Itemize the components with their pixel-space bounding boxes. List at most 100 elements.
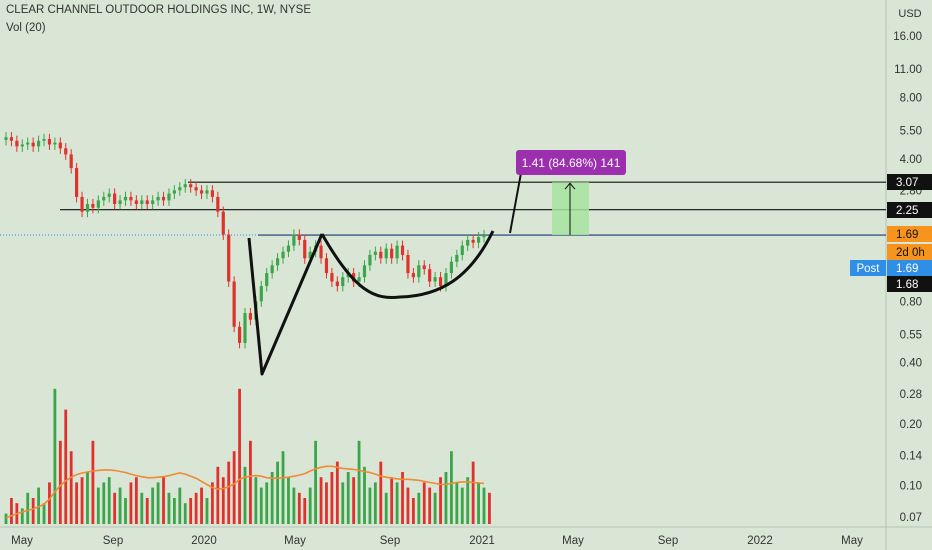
candle-body [368, 254, 372, 266]
candle-body [232, 281, 236, 327]
candle-body [275, 258, 280, 266]
y-tick-label: 4.00 [900, 154, 922, 166]
volume-bar [216, 466, 220, 524]
volume-bar [466, 477, 470, 524]
volume-bar [390, 477, 394, 524]
candle-body [42, 138, 46, 141]
candle-body [455, 254, 459, 262]
price-tag-bg [887, 226, 932, 242]
currency-label: USD [898, 8, 921, 20]
volume-bar [373, 482, 377, 524]
candle-body [129, 196, 133, 201]
candle-body [357, 277, 361, 282]
volume-bar [254, 477, 258, 524]
volume-bar [64, 409, 68, 524]
volume-bar [292, 487, 296, 524]
volume-bar [69, 451, 73, 524]
candle-body [199, 190, 204, 194]
volume-bar [20, 508, 24, 524]
candle-body [297, 234, 301, 240]
candle-body [26, 142, 30, 145]
volume-bar [107, 477, 111, 524]
candle-body [476, 237, 481, 243]
volume-bar [460, 487, 464, 524]
candle-body [216, 196, 220, 212]
volume-bar [297, 492, 301, 524]
y-tick-label: 0.20 [900, 419, 922, 431]
candle-body [31, 142, 35, 147]
volume-bar [118, 487, 122, 524]
price-tag-label: 2d 0h [896, 247, 925, 259]
volume-bar [314, 440, 318, 524]
candle-body [156, 196, 160, 201]
cup-curve-drawing [320, 230, 495, 300]
volume-bar [335, 461, 339, 524]
volume-bar [156, 482, 160, 524]
volume-bar [86, 472, 89, 524]
candle-body [189, 184, 193, 188]
volume-bar [221, 477, 225, 524]
candle-body [248, 313, 253, 320]
price-tag-label: 1.69 [896, 263, 918, 275]
volume-bar [287, 477, 290, 524]
volume-bar [428, 487, 432, 524]
volume-bar [439, 477, 442, 524]
volume-bar [140, 492, 144, 524]
volume-bar [482, 487, 486, 524]
volume-bar [471, 461, 475, 524]
candle-body [422, 265, 426, 270]
candle-body [438, 277, 443, 287]
post-label-bg [850, 260, 886, 276]
candle-body [460, 245, 464, 255]
candle-body [9, 137, 14, 141]
volume-bar [91, 440, 95, 524]
candle-body [286, 245, 291, 252]
candle-body [411, 273, 415, 278]
candle-body [362, 265, 367, 278]
x-tick-label: May [11, 535, 33, 547]
volume-bar [406, 487, 410, 524]
candle-body [237, 326, 242, 343]
volume-bar [205, 498, 209, 524]
candle-body [20, 144, 24, 147]
volume-indicator-label: Vol (20) [6, 22, 46, 34]
candle-body [400, 245, 405, 255]
candle-body [444, 273, 448, 287]
volume-bar [455, 482, 459, 524]
measure-label-box [516, 150, 626, 175]
candle-body [406, 254, 410, 274]
price-tag-bg [887, 260, 932, 276]
volume-bar [151, 487, 155, 524]
volume-bar [80, 477, 84, 524]
candle-body [15, 140, 19, 147]
volume-bar [368, 487, 372, 524]
candle-body [390, 248, 394, 259]
candle-body [102, 196, 106, 201]
candle-body [379, 251, 383, 259]
volume-bar [232, 451, 236, 524]
volume-bar [129, 482, 133, 524]
candle-body [134, 200, 138, 204]
volume-bar [450, 451, 453, 524]
price-tag-label: 3.07 [896, 177, 918, 189]
volume-bar [477, 482, 480, 524]
y-tick-label: 0.40 [900, 358, 922, 370]
volume-bar [96, 487, 100, 524]
candle-body [53, 142, 57, 145]
v-shape-drawing [247, 233, 324, 376]
candle-body [210, 190, 215, 197]
volume-bar [238, 388, 241, 524]
volume-bar [134, 477, 138, 524]
volume-bar [433, 492, 437, 524]
volume-bar [243, 466, 247, 524]
candle-body [243, 313, 247, 343]
volume-bar [26, 492, 30, 524]
candle-body [227, 234, 231, 282]
volume-bar [411, 498, 415, 524]
volume-bar [113, 492, 117, 524]
x-tick-label: May [562, 535, 584, 547]
volume-bar [172, 498, 176, 524]
y-tick-label: 11.00 [894, 64, 922, 76]
